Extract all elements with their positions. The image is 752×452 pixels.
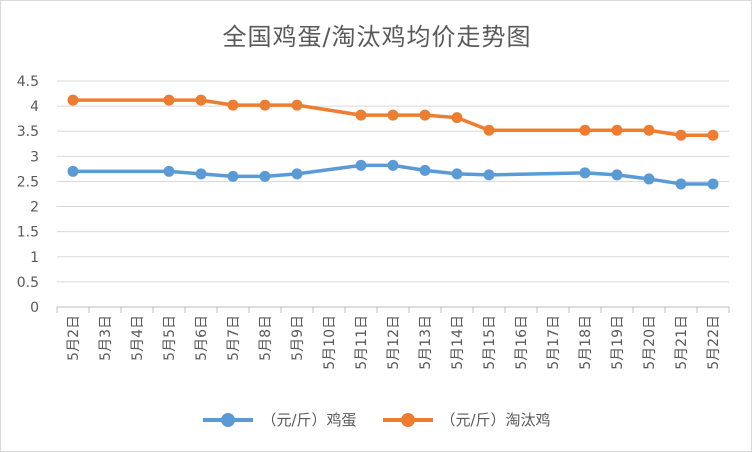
x-tick-label: 5月22日 bbox=[706, 315, 722, 370]
x-tick-label: 5月11日 bbox=[354, 315, 370, 370]
x-tick-label: 5月19日 bbox=[610, 315, 626, 370]
data-point bbox=[483, 124, 495, 136]
data-point bbox=[611, 169, 623, 181]
data-point bbox=[483, 169, 495, 181]
data-point bbox=[355, 159, 367, 171]
y-tick-label: 4 bbox=[30, 99, 39, 115]
y-tick-label: 1 bbox=[30, 250, 39, 266]
data-point bbox=[259, 99, 271, 111]
legend: （元/斤）鸡蛋 （元/斤）淘汰鸡 bbox=[1, 409, 752, 430]
x-tick-label: 5月13日 bbox=[418, 315, 434, 370]
y-tick-label: 2.5 bbox=[17, 174, 39, 190]
data-point bbox=[195, 168, 207, 180]
y-tick-label: 0.5 bbox=[17, 275, 39, 291]
data-point bbox=[67, 165, 79, 177]
legend-label-culled-hens: （元/斤）淘汰鸡 bbox=[440, 411, 551, 429]
data-point bbox=[163, 165, 175, 177]
x-tick-label: 5月21日 bbox=[674, 315, 690, 370]
data-point bbox=[227, 170, 239, 182]
y-tick-label: 3.5 bbox=[17, 124, 39, 140]
data-point bbox=[611, 124, 623, 136]
data-point bbox=[579, 124, 591, 136]
x-tick-label: 5月18日 bbox=[578, 315, 594, 370]
x-tick-label: 5月5日 bbox=[162, 315, 178, 361]
x-tick-label: 5月7日 bbox=[226, 315, 242, 361]
data-point bbox=[707, 178, 719, 190]
x-tick-label: 5月2日 bbox=[66, 315, 82, 361]
data-point bbox=[643, 173, 655, 185]
x-tick-label: 5月3日 bbox=[98, 315, 114, 361]
data-point bbox=[67, 94, 79, 106]
y-tick-label: 1.5 bbox=[17, 225, 39, 241]
data-point bbox=[419, 164, 431, 176]
series-line-1 bbox=[73, 98, 713, 137]
data-point bbox=[387, 109, 399, 121]
x-tick-label: 5月12日 bbox=[386, 315, 402, 370]
legend-item-eggs: （元/斤）鸡蛋 bbox=[203, 409, 357, 430]
data-point bbox=[675, 178, 687, 190]
data-point bbox=[291, 168, 303, 180]
data-point bbox=[387, 159, 399, 171]
data-point bbox=[291, 99, 303, 111]
data-point bbox=[163, 94, 175, 106]
data-point bbox=[259, 170, 271, 182]
x-tick-label: 5月17日 bbox=[546, 315, 562, 370]
y-tick-label: 3 bbox=[30, 149, 39, 165]
series-line-0 bbox=[73, 163, 713, 186]
legend-label-eggs: （元/斤）鸡蛋 bbox=[261, 411, 357, 429]
legend-swatch-eggs bbox=[203, 412, 254, 427]
data-point bbox=[227, 99, 239, 111]
y-tick-label: 2 bbox=[30, 200, 39, 216]
x-tick-label: 5月10日 bbox=[322, 315, 338, 370]
x-tick-label: 5月16日 bbox=[514, 315, 530, 370]
x-tick-label: 5月14日 bbox=[450, 315, 466, 370]
chart-title: 全国鸡蛋/淘汰鸡均价走势图 bbox=[222, 23, 532, 51]
legend-swatch-culled-hens bbox=[382, 412, 433, 427]
y-tick-label: 4.5 bbox=[17, 74, 39, 90]
y-tick-label: 0 bbox=[30, 300, 39, 316]
data-point bbox=[195, 94, 207, 106]
legend-item-culled-hens: （元/斤）淘汰鸡 bbox=[382, 409, 551, 430]
data-point bbox=[579, 167, 591, 179]
x-tick-label: 5月20日 bbox=[642, 315, 658, 370]
data-point bbox=[643, 124, 655, 136]
data-point bbox=[419, 109, 431, 121]
data-point bbox=[451, 168, 463, 180]
x-tick-label: 5月8日 bbox=[258, 315, 274, 361]
data-point bbox=[675, 129, 687, 141]
x-tick-label: 5月6日 bbox=[194, 315, 210, 361]
x-tick-label: 5月9日 bbox=[290, 315, 306, 361]
data-point bbox=[355, 109, 367, 121]
x-tick-label: 5月4日 bbox=[130, 315, 146, 361]
data-point bbox=[451, 112, 463, 124]
x-tick-label: 5月15日 bbox=[482, 315, 498, 370]
data-point bbox=[707, 129, 719, 141]
